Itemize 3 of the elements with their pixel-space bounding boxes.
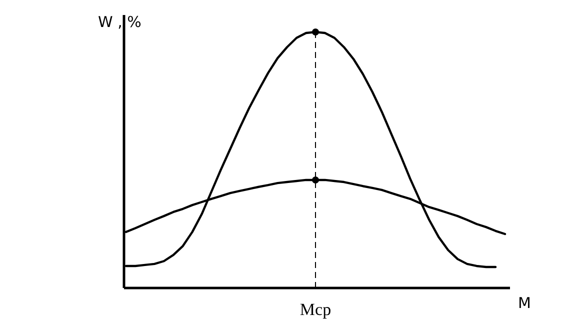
x-axis-title: M — [518, 294, 531, 312]
y-axis-title: W , % — [98, 13, 142, 31]
text: Мср — [300, 300, 332, 319]
